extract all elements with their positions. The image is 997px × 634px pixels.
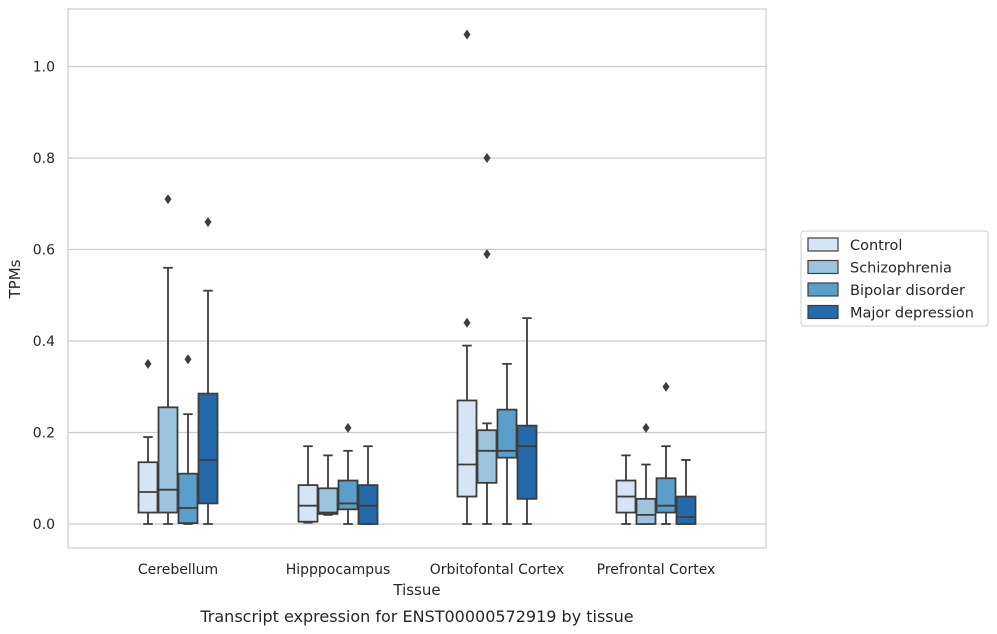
box-iqr <box>157 406 179 514</box>
box-group <box>456 29 478 525</box>
box-group <box>496 362 518 525</box>
box-iqr <box>177 472 199 524</box>
legend-label: Schizophrenia <box>850 261 952 277</box>
legend-swatch <box>807 237 839 252</box>
legend-swatch <box>807 282 839 297</box>
x-tick-label: Hipppocampus <box>286 562 391 578</box>
legend-item: Bipolar disorder <box>807 282 965 299</box>
legend-frame <box>800 230 989 327</box>
x-axis-ticks: Cerebellum Hipppocampus Orbitofontal Corte… <box>138 562 715 578</box>
box-group <box>476 153 498 525</box>
box-group <box>357 445 379 525</box>
outlier-point <box>144 358 152 369</box>
outlier-point <box>463 29 471 40</box>
legend-item: Control <box>807 237 902 254</box>
box-iqr <box>635 497 657 525</box>
outlier-point <box>463 317 471 328</box>
box-group <box>655 381 677 525</box>
box-iqr <box>137 461 159 514</box>
y-tick-label: 1.0 <box>33 60 55 76</box>
y-axis-ticks: 0.0 0.2 0.4 0.6 0.8 1.0 <box>33 60 55 534</box>
box-iqr <box>357 484 379 525</box>
box-group <box>297 445 319 524</box>
outlier-point <box>164 194 172 205</box>
y-tick-label: 0.8 <box>33 151 55 167</box>
legend-item: Schizophrenia <box>807 259 952 277</box>
x-tick-label: Orbitofontal Cortex <box>430 562 565 578</box>
box-group <box>516 317 538 525</box>
x-tick-label: Prefrontal Cortex <box>597 562 716 578</box>
box-iqr <box>337 479 359 511</box>
box-iqr <box>655 477 677 514</box>
box-group <box>197 217 219 525</box>
box-iqr <box>456 399 478 498</box>
box-group <box>675 459 697 525</box>
box-group <box>635 422 657 525</box>
legend: Control Schizophrenia Bipolar disorder Majo… <box>800 230 989 327</box>
legend-label: Control <box>850 238 902 254</box>
legend-label: Bipolar disorder <box>850 283 965 299</box>
box-group <box>337 422 359 525</box>
legend-swatch <box>807 304 839 320</box>
box-iqr <box>297 484 319 523</box>
y-tick-label: 0.2 <box>33 426 55 442</box>
y-tick-label: 0.0 <box>33 517 55 533</box>
box-group <box>317 454 339 516</box>
y-tick-label: 0.4 <box>33 334 55 350</box>
outlier-point <box>344 422 352 433</box>
y-tick-label: 0.6 <box>33 243 55 259</box>
outlier-point <box>642 422 650 433</box>
outlier-point <box>204 217 212 228</box>
box-group <box>177 354 199 525</box>
y-axis-label: TPMs <box>6 259 24 299</box>
box-iqr <box>476 429 498 484</box>
box-iqr <box>675 495 697 525</box>
box-iqr <box>197 392 219 505</box>
legend-label: Major depression <box>850 306 974 322</box>
box-iqr <box>317 487 339 515</box>
box-group <box>137 358 159 525</box>
box-group <box>615 454 637 525</box>
chart-caption: Transcript expression for ENST0000057291… <box>199 607 633 626</box>
box-iqr <box>516 424 538 500</box>
box-group <box>157 194 179 525</box>
outlier-point <box>184 354 192 365</box>
outlier-point <box>483 153 491 163</box>
legend-item: Major depression <box>807 304 974 322</box>
plot-area <box>137 29 697 525</box>
legend-swatch <box>807 259 839 275</box>
x-tick-label: Cerebellum <box>138 562 218 578</box>
plot-frame <box>67 8 767 549</box>
outlier-point <box>662 381 670 392</box>
x-axis-label: Tissue <box>392 581 440 599</box>
box-iqr <box>496 408 518 459</box>
outlier-point <box>483 249 491 260</box>
